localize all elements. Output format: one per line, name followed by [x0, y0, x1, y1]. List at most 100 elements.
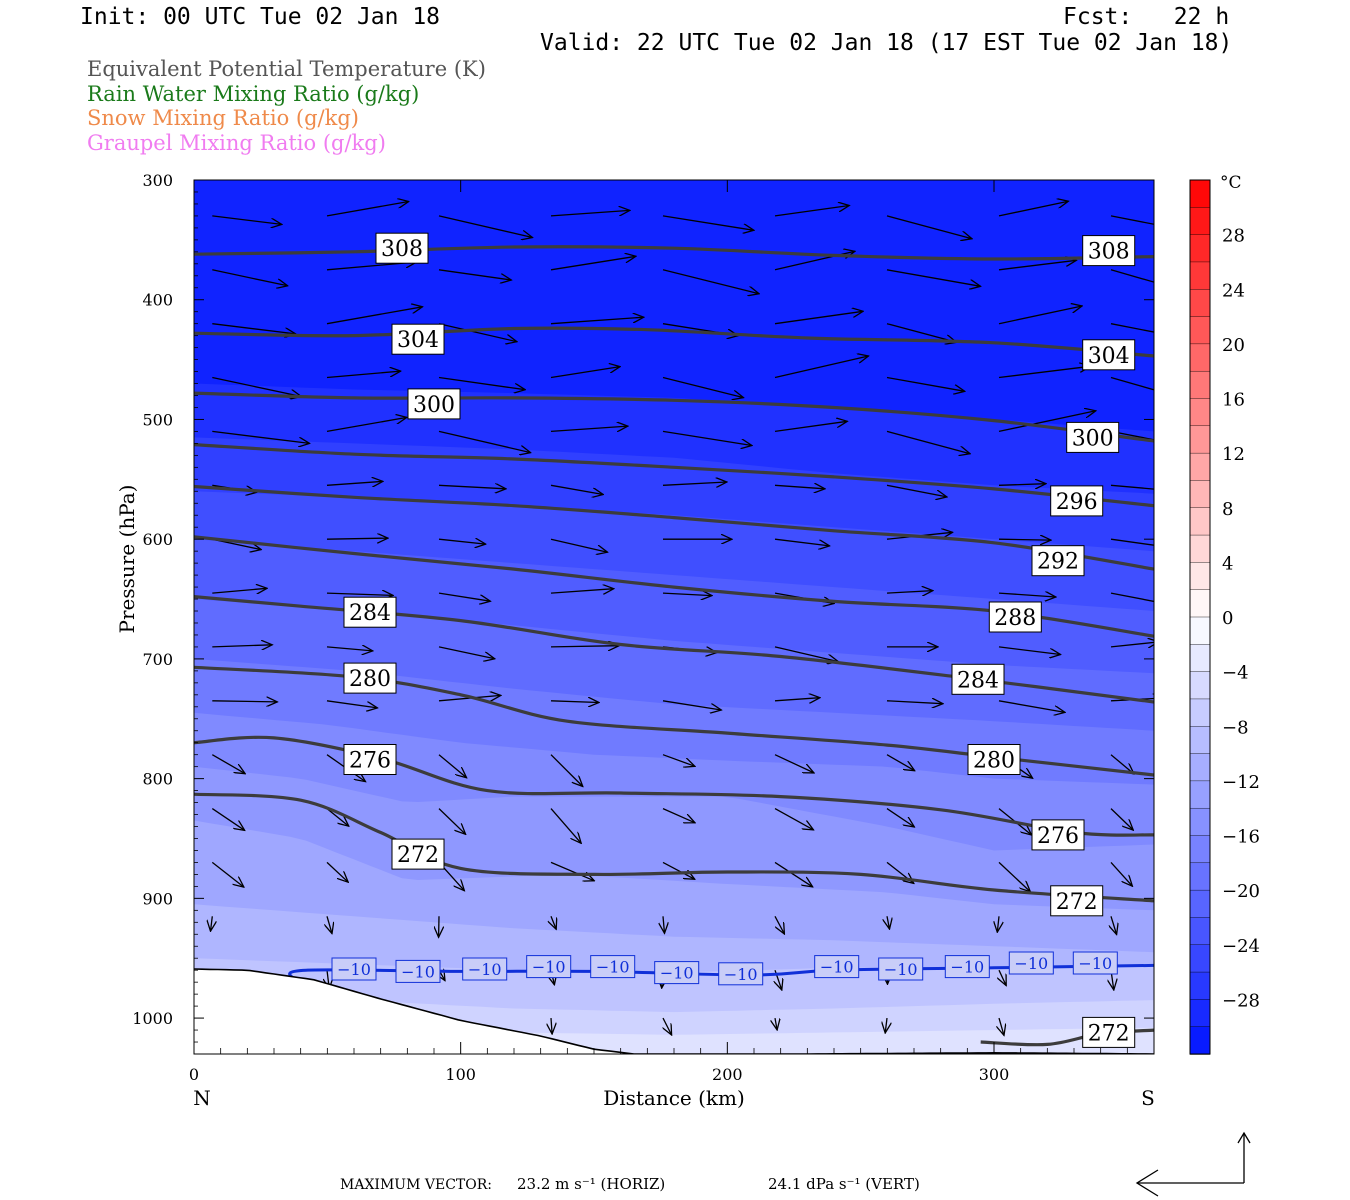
isotherm-label: −10	[820, 958, 854, 977]
theta-e-label: 284	[349, 601, 391, 626]
wind-vector	[438, 646, 495, 659]
colorbar-segment	[1189, 999, 1211, 1028]
isotherm-label-box	[462, 957, 508, 981]
wind-vector	[212, 588, 267, 593]
theta-e-line	[194, 391, 1154, 443]
y-tick-label: 1000	[132, 1009, 173, 1028]
wind-vector	[662, 754, 695, 767]
colorbar-segment	[1189, 616, 1211, 646]
colorbar-tick-label: 24	[1222, 280, 1245, 301]
colorbar-frame	[1189, 179, 1211, 1055]
y-tick-label: 800	[142, 770, 173, 789]
colorbar-segment	[1189, 698, 1211, 727]
isotherm-label-box	[590, 955, 636, 979]
contour-labels: 308 308 304 304 300 300 296 292 288 284 284 280 280 2…	[331, 232, 1136, 1048]
wind-vector	[212, 376, 301, 397]
theta-e-label: 296	[1056, 490, 1098, 515]
theta-e-line	[194, 245, 1154, 261]
wind-vector	[550, 367, 620, 379]
colorbar-tick-label: −4	[1222, 663, 1249, 684]
colorbar-unit: °C	[1220, 173, 1242, 193]
wind-vector	[662, 269, 759, 294]
wind-vector	[663, 1017, 672, 1035]
wind-vector	[886, 376, 965, 392]
wind-vector	[326, 647, 373, 651]
wind-vector	[998, 700, 1065, 713]
wind-vector	[886, 269, 981, 287]
theta-e-line	[194, 792, 1154, 903]
theta-e-label: 308	[381, 237, 423, 262]
colorbar-tick-label: −8	[1222, 717, 1249, 738]
theta-e-label: 272	[397, 843, 439, 868]
wind-vector	[774, 311, 863, 325]
wind-vector	[886, 591, 933, 594]
wind-vector	[550, 646, 619, 647]
wind-vector	[326, 481, 383, 485]
colorbar-tick-label: −12	[1222, 772, 1260, 793]
theta-e-label: 304	[1088, 344, 1130, 369]
wind-vector	[886, 754, 915, 771]
y-tick-label: 700	[142, 650, 173, 669]
x-axis-label: Distance (km)	[603, 1086, 745, 1110]
isotherm-label: −10	[884, 960, 918, 979]
wind-vector	[326, 861, 348, 882]
theta-e-label: 276	[349, 749, 391, 774]
wind-vector	[438, 485, 506, 489]
isotherm-label: −10	[950, 958, 984, 977]
colorbar-segment	[1189, 316, 1211, 345]
legend-theta-e: Equivalent Potential Temperature (K)	[87, 57, 486, 81]
theta-e-line	[194, 484, 1154, 571]
colorbar-segment	[1189, 726, 1211, 755]
wind-vector	[886, 484, 947, 497]
wind-vector	[774, 356, 869, 379]
wind-vector	[212, 645, 272, 647]
isotherm-label-box	[654, 961, 700, 985]
colorbar-segment	[1189, 644, 1211, 673]
theta-e-label-box	[343, 744, 397, 775]
isotherm-label: −10	[596, 958, 630, 977]
wind-vector	[998, 366, 1090, 379]
wind-vector	[326, 808, 349, 827]
colorbar-tick-label: 0	[1222, 608, 1233, 629]
wind-vector	[327, 916, 332, 933]
isotherm-label: −10	[660, 964, 694, 983]
theta-e-label: 288	[994, 606, 1036, 631]
theta-e-label: 308	[1088, 240, 1130, 265]
colorbar-segment	[1189, 343, 1211, 372]
theta-e-label-box	[1050, 885, 1104, 917]
isotherm-label-box	[395, 959, 441, 983]
wind-vector	[662, 700, 721, 710]
wind-vector	[998, 411, 1096, 433]
wind-vector	[1110, 215, 1154, 225]
colorbar-segment	[1189, 1026, 1211, 1055]
valid-time: Valid: 22 UTC Tue 02 Jan 18 (17 EST Tue …	[540, 30, 1233, 56]
colorbar-segment	[1189, 534, 1211, 564]
forecast-hour: Fcst: 22 h	[1063, 4, 1230, 30]
colorbar-segment	[1189, 370, 1211, 400]
wind-vector	[550, 256, 636, 271]
wind-vector	[326, 593, 393, 595]
theta-e-label-box	[1082, 235, 1136, 267]
wind-vector	[326, 700, 378, 708]
legend-graupel: Graupel Mixing Ratio (g/kg)	[87, 131, 386, 155]
theta-e-label: 280	[349, 667, 391, 692]
colorbar-tick-label: −28	[1222, 990, 1260, 1011]
theta-e-label: 292	[1037, 550, 1079, 575]
x-axis-end-label-north: N	[193, 1086, 211, 1110]
wind-vector	[438, 539, 486, 544]
theta-e-label-box	[1082, 339, 1136, 371]
max-vector-label: MAXIMUM VECTOR:	[340, 1177, 492, 1193]
theta-e-label: 284	[957, 668, 999, 693]
wind-vector	[774, 808, 814, 830]
x-axis-end-label-south: S	[1141, 1086, 1155, 1110]
wind-vector	[774, 485, 825, 489]
wind-vector	[550, 589, 614, 593]
y-tick-label: 900	[142, 889, 173, 908]
wind-vector	[662, 861, 695, 879]
max-vector-horiz: 23.2 m s⁻¹ (HORIZ)	[517, 1175, 666, 1193]
colorbar-segment	[1189, 452, 1211, 482]
theta-e-label-box	[343, 596, 397, 628]
wind-vector	[326, 307, 423, 325]
wind-vector	[662, 430, 752, 445]
